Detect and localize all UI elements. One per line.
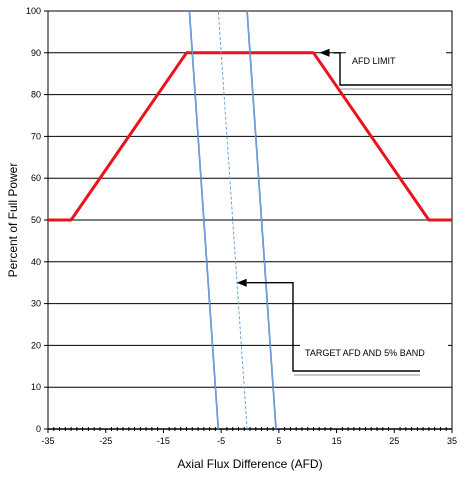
x-tick-labels: -35 -25 -15 -5 5 15 25 35 bbox=[41, 436, 457, 446]
x-tick-label: 15 bbox=[332, 436, 342, 446]
target-band-arrowhead bbox=[236, 278, 247, 287]
y-tick-label: 0 bbox=[36, 424, 41, 434]
afd-limit-label: AFD LIMIT bbox=[352, 56, 396, 66]
y-axis-title: Percent of Full Power bbox=[6, 163, 20, 278]
y-tick-labels: 0 10 20 30 40 50 60 70 80 90 100 bbox=[26, 6, 41, 434]
y-tick-label: 10 bbox=[31, 382, 41, 392]
afd-limit-leader-line bbox=[333, 52, 452, 86]
x-tick-label: 5 bbox=[276, 436, 281, 446]
series-layer bbox=[48, 10, 452, 430]
y-tick-label: 90 bbox=[31, 48, 41, 58]
y-tick-label: 80 bbox=[31, 90, 41, 100]
target-band-label: TARGET AFD AND 5% BAND bbox=[305, 348, 425, 358]
x-tick-label: 35 bbox=[447, 436, 457, 446]
target-band-label-box bbox=[300, 343, 448, 361]
y-tick-label: 30 bbox=[31, 299, 41, 309]
target-band-leader-line bbox=[246, 282, 420, 372]
y-tick-label: 20 bbox=[31, 340, 41, 350]
band-upper-line-highlight bbox=[246, 10, 277, 430]
y-tick-label: 100 bbox=[26, 6, 41, 16]
band-lower-line-highlight bbox=[189, 10, 219, 430]
x-tick-label: -15 bbox=[157, 436, 170, 446]
y-tick-label: 50 bbox=[31, 215, 41, 225]
x-tick-label: -25 bbox=[99, 436, 112, 446]
x-tick-label: -35 bbox=[41, 436, 54, 446]
afd-limit-arrowhead bbox=[319, 48, 330, 57]
x-tick-label: -5 bbox=[217, 436, 225, 446]
x-tick-label: 25 bbox=[389, 436, 399, 446]
y-tick-label: 40 bbox=[31, 257, 41, 267]
y-tick-label: 60 bbox=[31, 173, 41, 183]
afd-limit-label-box bbox=[346, 52, 446, 70]
y-tick-label: 70 bbox=[31, 131, 41, 141]
annotations-layer: AFD LIMIT TARGET AFD AND 5% BAND bbox=[236, 48, 452, 376]
x-axis-title: Axial Flux Difference (AFD) bbox=[177, 457, 322, 471]
